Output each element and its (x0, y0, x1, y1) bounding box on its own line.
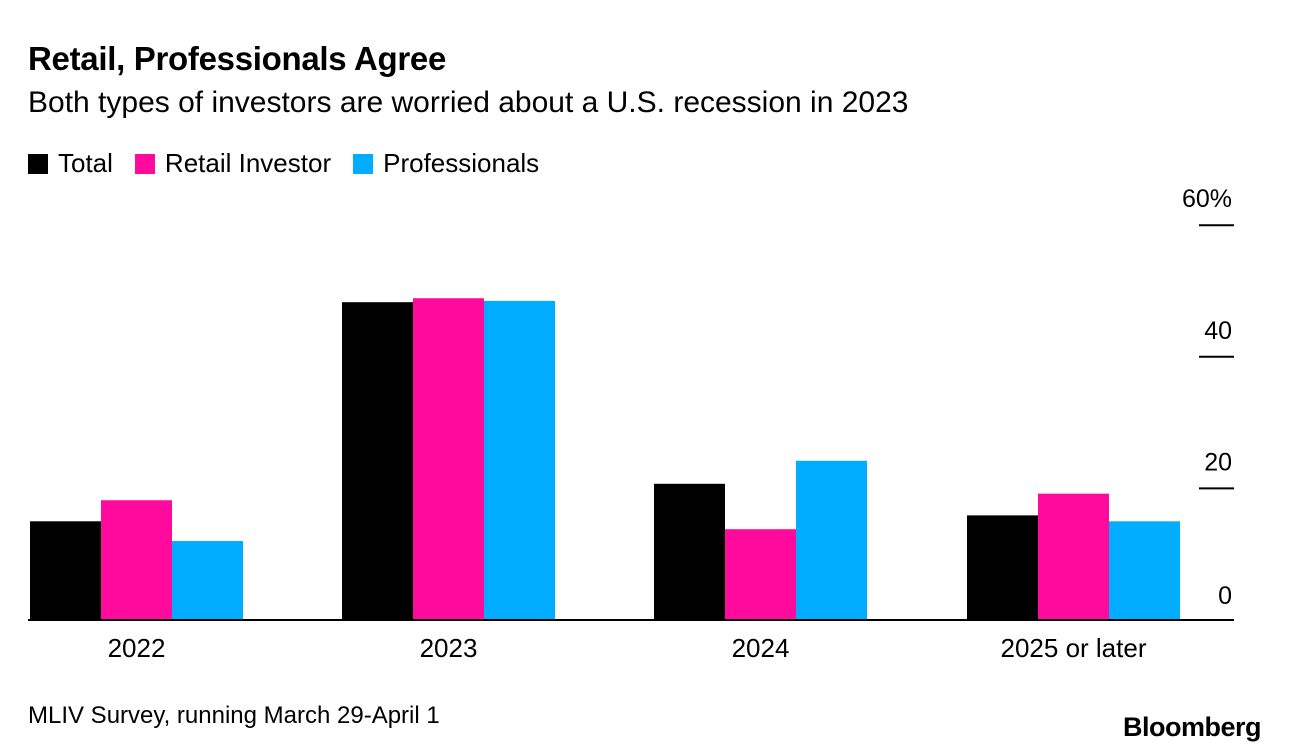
legend-label-professionals: Professionals (383, 148, 540, 178)
x-tick-label: 2025 or later (1001, 633, 1147, 663)
x-tick-label: 2023 (420, 633, 478, 663)
source-note: MLIV Survey, running March 29-April 1 (28, 702, 440, 729)
legend-label-total: Total (58, 148, 113, 178)
bar-retail-investor-0 (101, 500, 172, 620)
chart-title: Retail, Professionals Agree (28, 40, 446, 77)
bar-chart: 0 20 40 60% 2022 2023 2024 2025 or later (28, 185, 1234, 663)
y-tick-label: 20 (1204, 448, 1232, 476)
y-tick-label: 60% (1182, 185, 1232, 213)
legend-swatch-total (28, 153, 48, 174)
bar-retail-investor-1 (413, 298, 484, 620)
bar-total-0 (30, 521, 101, 620)
legend: Total Retail Investor Professionals (28, 148, 561, 179)
legend-swatch-retail (134, 153, 155, 174)
y-tick-label: 40 (1204, 317, 1232, 345)
legend-item-total: Total (28, 148, 113, 179)
legend-label-retail: Retail Investor (164, 148, 332, 178)
x-tick-label: 2022 (108, 633, 166, 663)
y-tick-label: 0 (1218, 582, 1232, 610)
chart-subtitle: Both types of investors are worried abou… (28, 86, 909, 119)
bar-professionals-2 (796, 460, 867, 620)
legend-swatch-professionals (353, 153, 374, 174)
bar-total-3 (967, 515, 1038, 620)
bar-professionals-0 (172, 541, 243, 620)
x-tick-label: 2024 (732, 633, 790, 663)
bar-total-1 (342, 302, 413, 620)
bar-professionals-1 (484, 300, 555, 620)
legend-item-retail: Retail Investor (134, 148, 332, 179)
bloomberg-logo: Bloomberg (1122, 712, 1262, 742)
bar-professionals-3 (1109, 521, 1180, 620)
legend-item-professionals: Professionals (353, 148, 539, 179)
bar-retail-investor-3 (1038, 493, 1109, 620)
bar-total-2 (654, 483, 725, 620)
bar-retail-investor-2 (725, 529, 796, 620)
